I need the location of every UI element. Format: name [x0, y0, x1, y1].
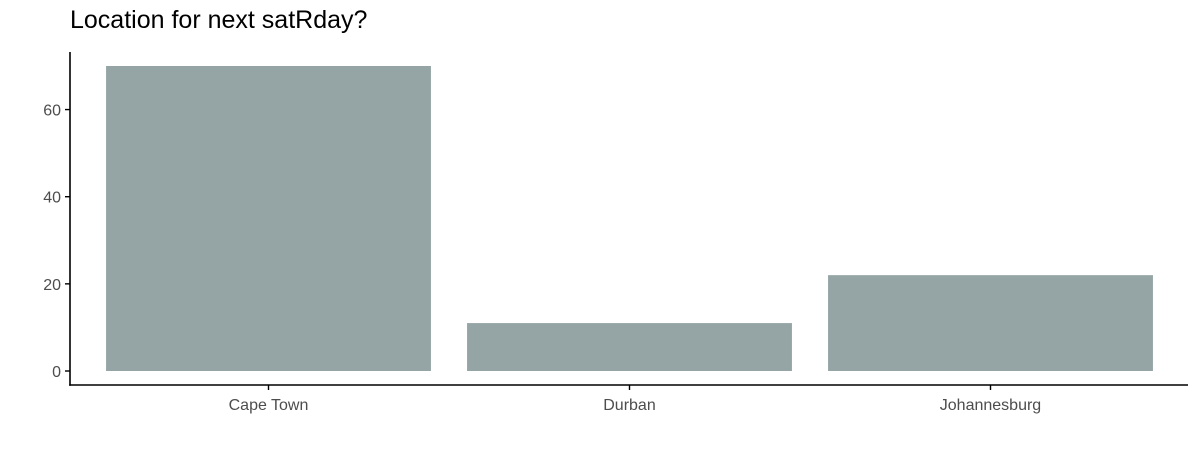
bars-group	[106, 66, 1153, 371]
chart-title: Location for next satRday?	[70, 6, 368, 34]
bar-cape-town	[106, 66, 431, 371]
y-tick-label: 20	[43, 277, 61, 294]
y-tick-label: 40	[43, 190, 61, 207]
y-tick-label: 0	[52, 364, 61, 381]
bar-durban	[467, 323, 792, 371]
y-tick-label: 60	[43, 103, 61, 120]
bar-johannesburg	[828, 275, 1153, 371]
x-tick-label: Durban	[603, 397, 655, 414]
x-axis-ticks: Cape Town Durban Johannesburg	[229, 385, 1041, 414]
y-axis-ticks: 0 20 40 60	[43, 103, 70, 381]
x-tick-label: Cape Town	[229, 397, 309, 414]
x-tick-label: Johannesburg	[940, 397, 1041, 414]
